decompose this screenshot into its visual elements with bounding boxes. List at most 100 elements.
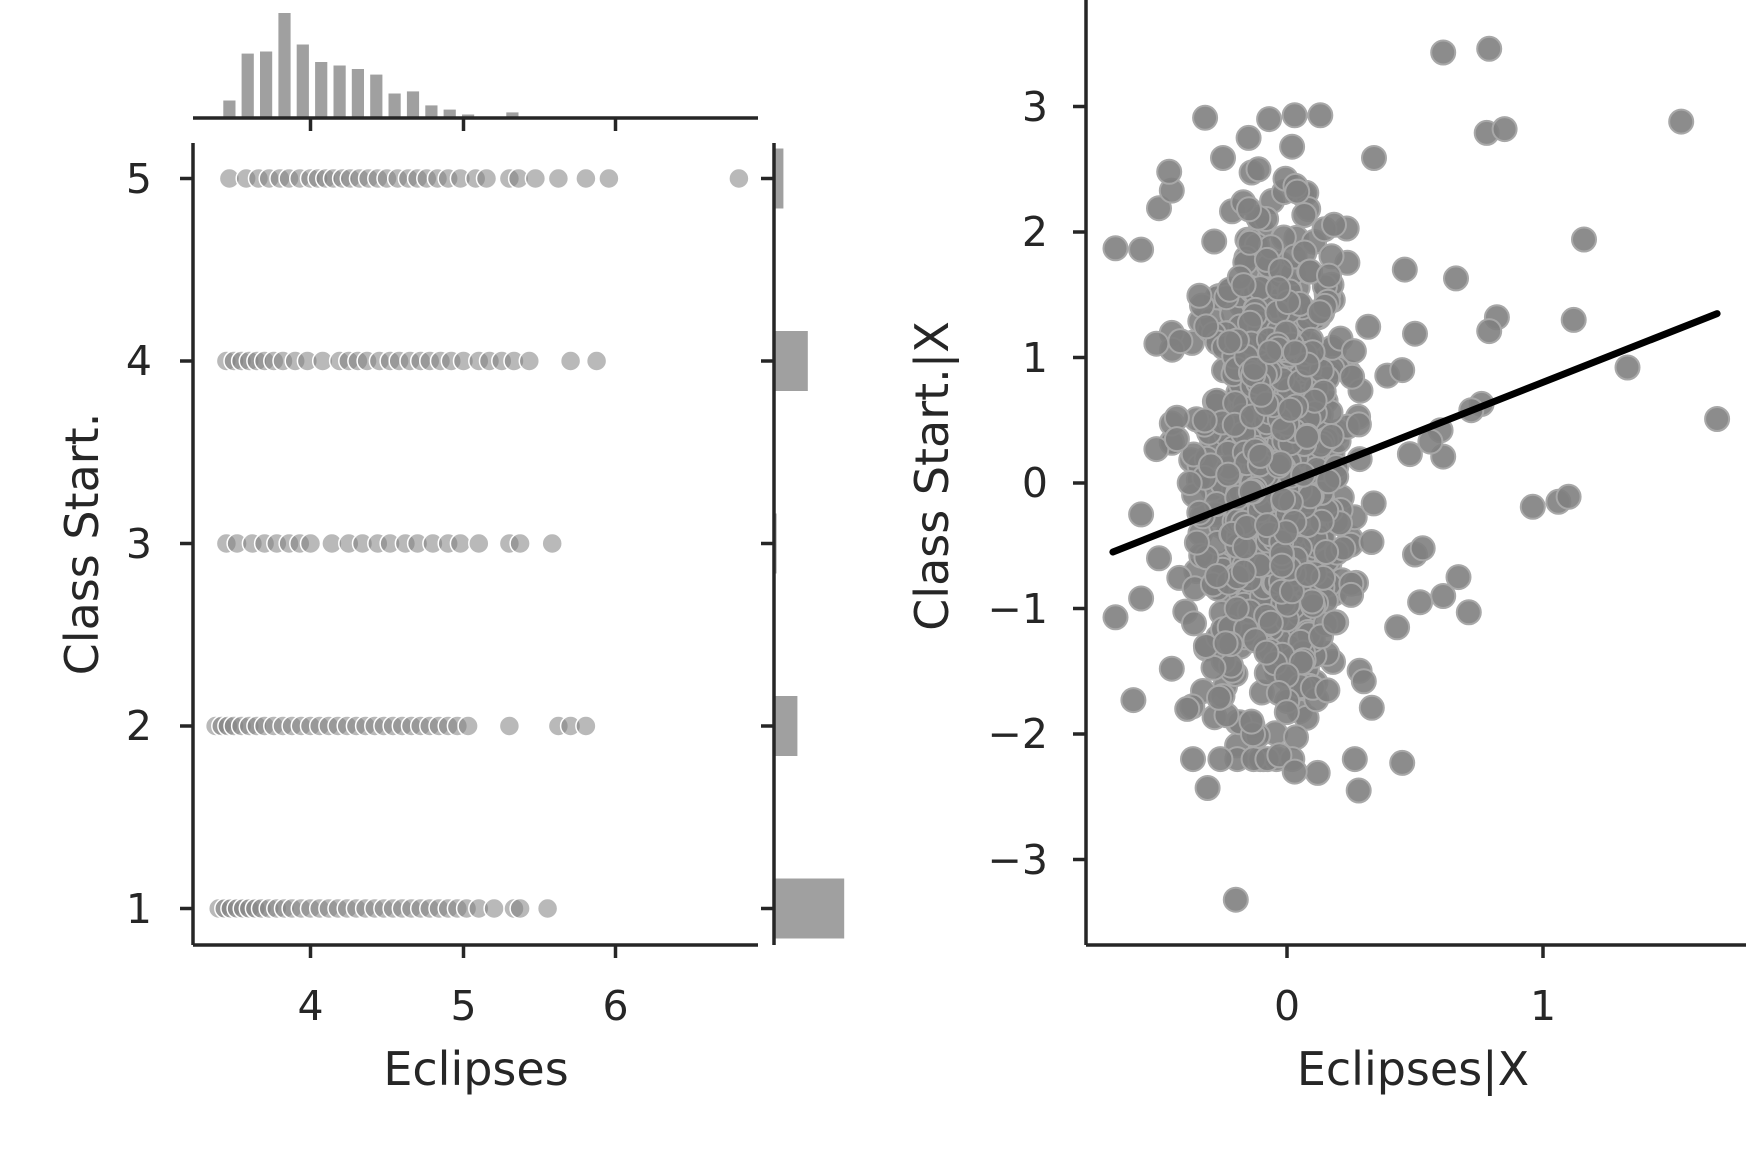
av-point bbox=[1345, 411, 1372, 438]
av-point bbox=[1476, 318, 1503, 345]
av-point bbox=[1268, 552, 1295, 579]
marginal-x-bar bbox=[296, 44, 309, 118]
av-point bbox=[1409, 535, 1436, 562]
av-point bbox=[1279, 133, 1306, 160]
av-point bbox=[1163, 426, 1190, 453]
av-point bbox=[1146, 545, 1172, 572]
av-point bbox=[1318, 423, 1345, 449]
av-point bbox=[1614, 354, 1641, 381]
av-point bbox=[1257, 609, 1284, 636]
joint-point bbox=[536, 897, 559, 920]
joint-point bbox=[728, 167, 750, 190]
av-x-axis-label: Eclipses|X bbox=[1297, 1042, 1529, 1097]
marginal-y-bar bbox=[774, 696, 798, 756]
av-point bbox=[1174, 695, 1201, 722]
av-point bbox=[1455, 599, 1482, 626]
av-point bbox=[1560, 306, 1587, 333]
av-point bbox=[1201, 228, 1228, 255]
av-point bbox=[1358, 694, 1385, 721]
av-point bbox=[1396, 441, 1423, 468]
av-point bbox=[1200, 654, 1227, 681]
marginal-x-bar bbox=[370, 74, 383, 118]
av-y-tick-label-m3: −3 bbox=[988, 836, 1048, 884]
av-point bbox=[1156, 158, 1183, 185]
av-y-ticks: 3 2 1 0 −1 −2 −3 bbox=[988, 83, 1086, 884]
joint-x-tick-label-6: 6 bbox=[602, 982, 628, 1030]
av-point bbox=[1555, 483, 1582, 510]
av-point bbox=[1247, 442, 1274, 469]
av-point bbox=[1180, 746, 1206, 773]
av-point bbox=[1284, 178, 1311, 205]
av-point bbox=[1222, 886, 1249, 913]
av-point bbox=[1402, 320, 1428, 347]
av-point bbox=[1277, 396, 1304, 423]
joint-y-axis-label: Class Start. bbox=[55, 413, 109, 676]
av-x-tick-label-0: 0 bbox=[1274, 982, 1300, 1030]
av-point bbox=[1407, 589, 1434, 616]
av-point bbox=[1273, 699, 1300, 726]
av-point bbox=[1430, 39, 1457, 66]
av-x-ticks: 0 1 bbox=[1274, 945, 1556, 1030]
av-point bbox=[1254, 512, 1281, 539]
av-point bbox=[1230, 272, 1257, 299]
av-point bbox=[1212, 630, 1239, 657]
av-point bbox=[1206, 684, 1232, 711]
av-point bbox=[1340, 338, 1367, 365]
joint-scatter-panel: 4 5 6 5 4 3 2 1 Eclipses Class Start. bbox=[55, 143, 758, 1096]
av-point bbox=[1230, 558, 1257, 585]
av-point bbox=[1204, 563, 1231, 589]
av-point bbox=[1294, 561, 1321, 588]
joint-y-ticks: 5 4 3 2 1 bbox=[126, 155, 193, 933]
joint-point bbox=[509, 897, 531, 920]
av-point bbox=[1391, 256, 1418, 283]
av-point bbox=[1443, 265, 1469, 292]
av-point bbox=[1316, 262, 1342, 289]
av-y-tick-label-3: 3 bbox=[1022, 83, 1048, 131]
av-point bbox=[1304, 759, 1331, 786]
av-point bbox=[1248, 381, 1275, 408]
added-variable-panel: 0 1 3 2 1 0 −1 −2 −3 Eclipses|X Class St… bbox=[905, 0, 1746, 1097]
av-point bbox=[1128, 236, 1155, 263]
marginal-y-bar bbox=[774, 331, 808, 391]
joint-x-axis-label: Eclipses bbox=[383, 1042, 568, 1096]
joint-point bbox=[509, 532, 531, 555]
av-point bbox=[1236, 229, 1263, 256]
av-point bbox=[1314, 677, 1341, 704]
av-point bbox=[1350, 668, 1377, 695]
av-point bbox=[1345, 777, 1372, 804]
av-point bbox=[1235, 124, 1262, 151]
av-point bbox=[1245, 156, 1272, 183]
av-point bbox=[1253, 639, 1280, 666]
joint-scatter-points bbox=[204, 167, 750, 920]
av-point bbox=[1207, 746, 1234, 773]
joint-point bbox=[498, 715, 521, 737]
av-point bbox=[1389, 357, 1416, 384]
av-point bbox=[1236, 196, 1262, 223]
marginal-x-bar bbox=[388, 93, 401, 118]
av-point bbox=[1338, 581, 1365, 608]
av-point bbox=[1704, 406, 1731, 432]
av-point bbox=[1210, 145, 1236, 171]
av-point bbox=[1519, 493, 1546, 520]
joint-x-tick-label-5: 5 bbox=[450, 982, 476, 1030]
av-point bbox=[1361, 145, 1387, 171]
av-point bbox=[1360, 490, 1387, 517]
av-point bbox=[1321, 211, 1347, 238]
joint-point bbox=[547, 167, 570, 190]
av-point bbox=[1176, 470, 1203, 496]
marginal-x-bar bbox=[223, 100, 236, 118]
joint-y-tick-label-3: 3 bbox=[126, 520, 152, 568]
marginal-x-bar bbox=[241, 53, 254, 118]
av-point bbox=[1306, 299, 1333, 326]
av-point bbox=[1241, 355, 1268, 382]
marginal-x-bar bbox=[443, 109, 456, 118]
marginal-x-bar bbox=[406, 91, 420, 118]
av-point bbox=[1238, 708, 1265, 735]
av-y-tick-label-m1: −1 bbox=[988, 585, 1048, 633]
marginal-y-bar bbox=[774, 148, 784, 209]
av-scatter-points bbox=[1102, 35, 1731, 913]
av-point bbox=[1282, 339, 1308, 366]
av-y-tick-label-m2: −2 bbox=[988, 710, 1048, 758]
joint-point bbox=[475, 167, 498, 190]
av-point bbox=[1307, 102, 1334, 129]
